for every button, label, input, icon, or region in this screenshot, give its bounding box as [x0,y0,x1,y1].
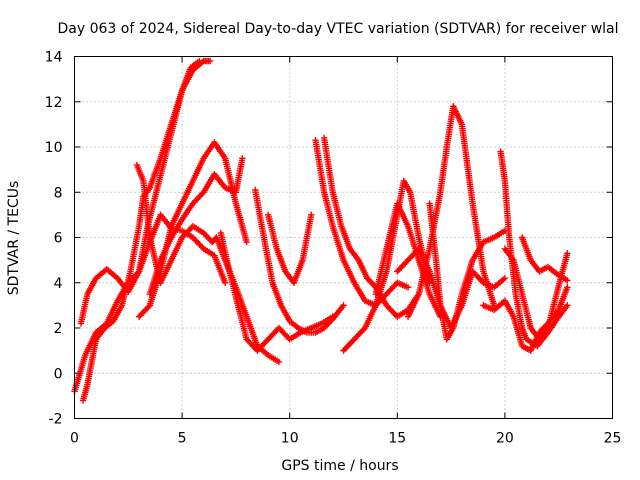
y-tick-label: 14 [45,50,63,66]
series-sat-i [264,211,315,286]
data-points [71,57,571,404]
series-sat-c [71,57,203,395]
data-point-marker [564,302,571,309]
series-sat-n [394,245,509,332]
x-tick-labels: 0 5 10 15 20 25 [70,431,621,447]
x-tick-label: 20 [496,431,514,447]
series-sat-s [518,234,571,284]
y-axis-title: SDTVAR / TECUs [6,181,22,296]
data-point-marker [134,269,141,277]
series-sat-t [480,284,571,354]
y-tick-label: 2 [54,321,63,337]
data-point-marker [221,279,229,286]
data-point-marker [196,57,203,65]
series-sat-q [497,148,571,350]
series-sat-m [372,200,444,320]
x-tick-label: 10 [281,431,299,447]
x-tick-label: 0 [70,431,79,447]
x-tick-label: 25 [604,431,622,447]
y-tick-label: 10 [45,140,63,156]
data-point-marker [564,277,571,284]
data-point-marker [340,302,347,309]
series-sat-r [501,245,571,343]
data-point-marker [206,57,214,65]
data-point-marker [145,303,152,310]
y-tick-labels: -2 0 2 4 6 8 10 12 14 [45,50,63,428]
data-point-marker [404,284,412,291]
chart-title: Day 063 of 2024, Sidereal Day-to-day VTE… [57,21,618,37]
axis-ticks [74,56,613,419]
data-point-marker [239,155,246,162]
x-tick-label: 15 [388,431,406,447]
data-point-marker [275,358,283,366]
y-tick-label: 12 [45,95,63,111]
data-point-marker [564,250,571,257]
x-tick-label: 5 [178,431,187,447]
data-point-marker [360,326,367,333]
x-axis-title: GPS time / hours [281,458,398,474]
series-sat-o [404,103,498,320]
series-sat-h [252,186,347,336]
y-tick-label: 8 [54,185,63,201]
series-sat-a [77,211,229,327]
data-point-marker [501,275,509,282]
data-point-marker [199,190,206,197]
y-tick-label: 6 [54,231,63,247]
data-point-marker [308,211,315,219]
data-point-marker [564,284,571,291]
data-point-marker [243,238,250,246]
y-tick-label: 4 [54,276,63,292]
series-sat-g [217,229,336,354]
y-tick-label: -2 [49,412,63,428]
series-sat-p [426,200,509,343]
series-sat-k [320,134,423,320]
y-tick-label: 0 [54,366,63,382]
series-sat-f [146,155,246,298]
series-sat-e [135,139,250,320]
